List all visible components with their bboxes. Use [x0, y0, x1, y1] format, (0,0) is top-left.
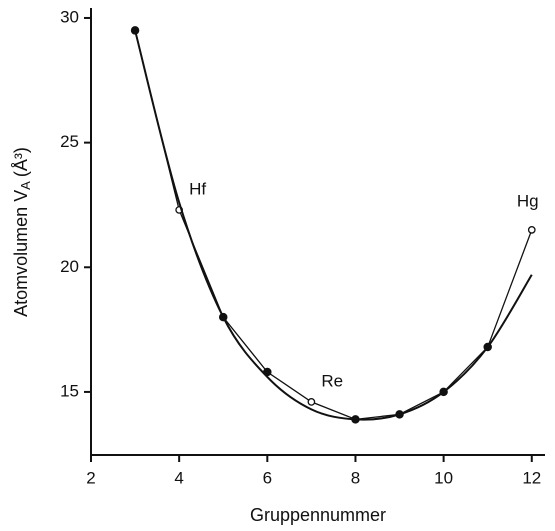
- x-tick-label: 2: [86, 468, 95, 487]
- y-label-sub: A: [18, 181, 33, 190]
- point-label: Hg: [517, 191, 539, 210]
- point-label: Hf: [189, 179, 206, 198]
- x-tick-label: 8: [351, 468, 360, 487]
- point-label: Re: [321, 371, 343, 390]
- x-tick-label: 10: [434, 468, 453, 487]
- x-tick-label: 12: [522, 468, 541, 487]
- y-tick-label: 25: [60, 132, 79, 151]
- x-tick-label: 6: [263, 468, 272, 487]
- y-label-main: Atomvolumen V: [11, 190, 31, 317]
- data-line: [134, 30, 533, 421]
- y-tick-label: 30: [60, 7, 79, 26]
- fit-curve: [134, 30, 533, 421]
- data-point: [307, 398, 316, 406]
- x-axis-label: Gruppennummer: [250, 505, 386, 525]
- y-tick-label: 15: [60, 381, 79, 400]
- y-axis-label: Atomvolumen VA (Å³): [11, 147, 34, 317]
- y-tick-label: 20: [60, 257, 79, 276]
- x-tick-label: 4: [174, 468, 183, 487]
- y-label-unit: (Å³): [11, 147, 31, 177]
- data-point: [527, 226, 536, 234]
